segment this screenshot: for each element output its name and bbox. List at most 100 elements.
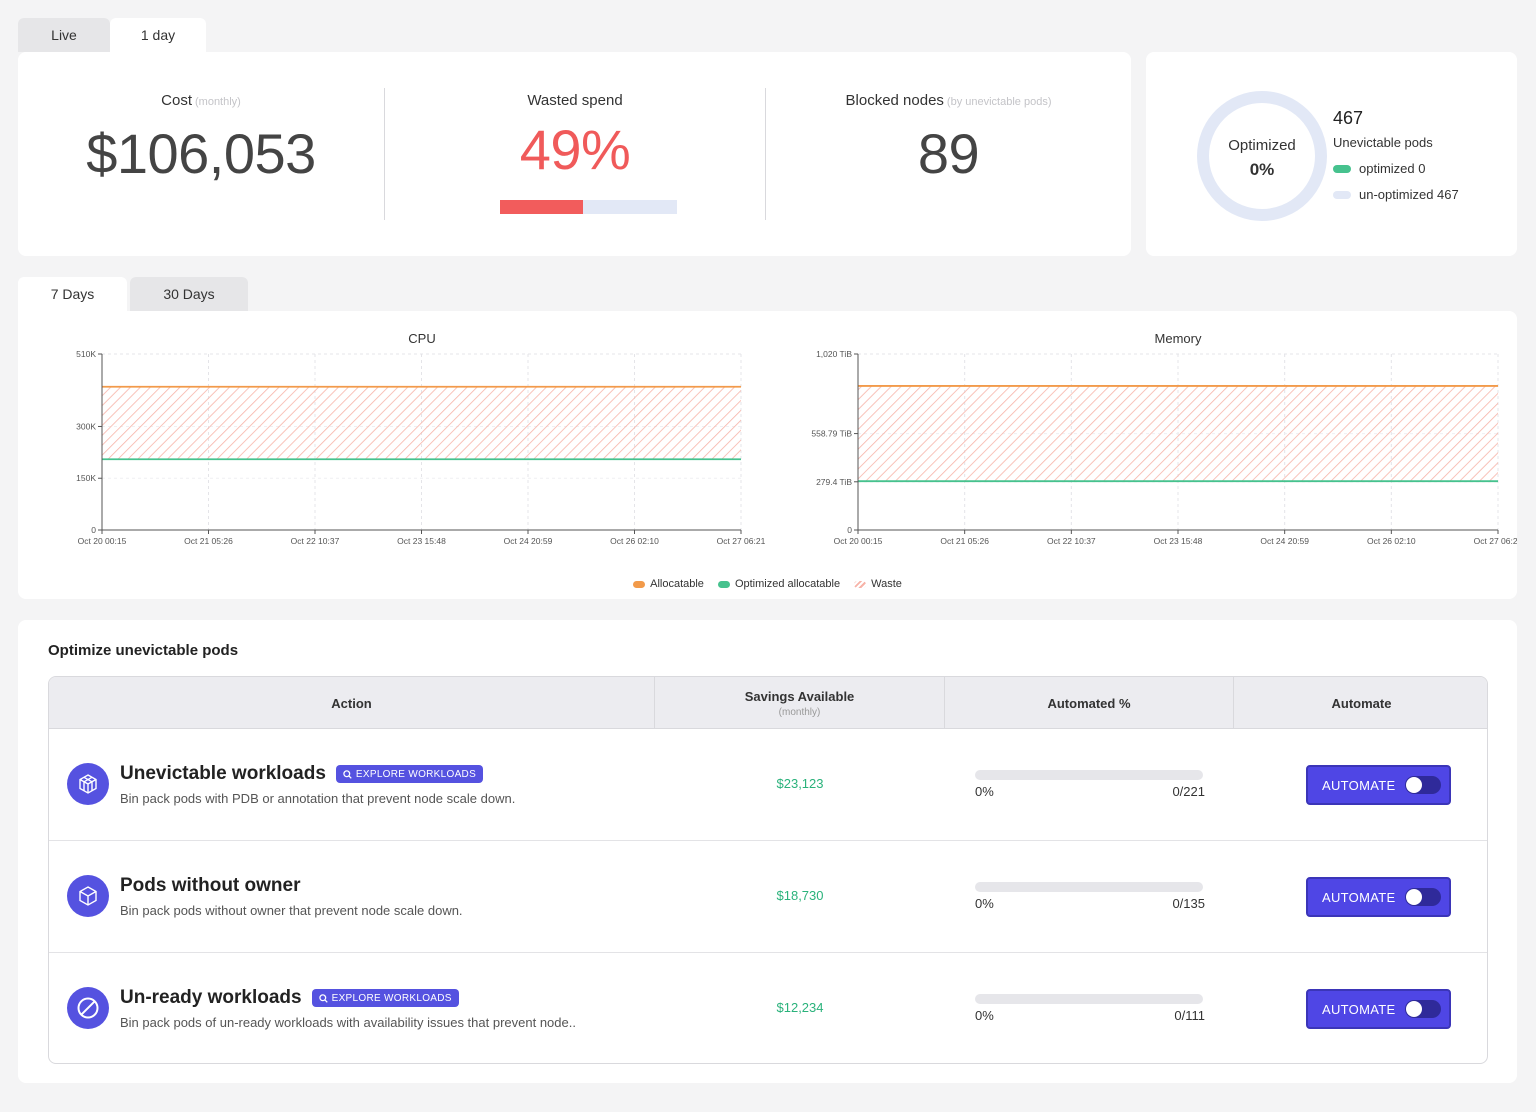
stats-card: Cost (monthly) $106,053 Wasted spend 49% … <box>18 52 1131 256</box>
blocked-nodes-label: Blocked nodes <box>845 92 944 109</box>
search-icon <box>343 769 352 779</box>
savings-value: $23,123 <box>776 776 824 791</box>
x-tick-label: Oct 27 06:21 <box>1474 536 1517 546</box>
row-title-text: Pods without owner <box>120 875 301 896</box>
tab-7-days[interactable]: 7 Days <box>18 277 127 311</box>
x-tick-label: Oct 26 02:10 <box>1367 536 1416 546</box>
wasted-spend-bar-fill <box>500 200 584 214</box>
automate-button[interactable]: AUTOMATE <box>1306 877 1451 917</box>
table-row: Unevictable workloads EXPLORE WORKLOADS … <box>49 729 1487 841</box>
x-tick-label: Oct 24 20:59 <box>1260 536 1309 546</box>
range-tabs: 7 Days 30 Days <box>18 277 248 311</box>
wasted-spend-value: 49% <box>519 118 631 181</box>
automate-button-label: AUTOMATE <box>1322 889 1396 905</box>
automate-button[interactable]: AUTOMATE <box>1306 989 1451 1029</box>
cost-stat: Cost (monthly) $106,053 <box>18 52 384 256</box>
x-tick-label: Oct 20 00:15 <box>78 536 127 546</box>
tab-30-days[interactable]: 30 Days <box>130 277 248 311</box>
x-tick-label: Oct 27 06:21 <box>717 536 766 546</box>
time-mode-tabs: Live 1 day <box>18 18 206 52</box>
tab-live[interactable]: Live <box>18 18 110 52</box>
cpu-chart-title: CPU <box>408 331 436 346</box>
row-title: Unevictable workloads EXPLORE WORKLOADS <box>120 763 484 785</box>
cost-note: (monthly) <box>195 96 241 108</box>
divider <box>765 88 766 220</box>
row-title: Un-ready workloads EXPLORE WORKLOADS <box>120 987 459 1009</box>
blocked-nodes-value: 89 <box>917 122 980 185</box>
automated-progress-bar <box>975 994 1203 1004</box>
legend-swatch-optimized-allocatable <box>717 580 730 588</box>
automate-toggle[interactable] <box>1405 888 1442 906</box>
x-tick-label: Oct 21 05:26 <box>940 536 989 546</box>
explore-workloads-button[interactable]: EXPLORE WORKLOADS <box>335 765 484 783</box>
x-tick-label: Oct 22 10:37 <box>291 536 340 546</box>
search-icon <box>318 993 328 1003</box>
x-tick-label: Oct 23 15:48 <box>397 536 446 546</box>
tab-1-day[interactable]: 1 day <box>110 18 206 52</box>
optimization-card: Optimized 0% 467 Unevictable pods optimi… <box>1146 52 1517 256</box>
column-header-action: Action <box>49 677 655 729</box>
legend-label-allocatable: Allocatable <box>650 578 704 590</box>
savings-value: $12,234 <box>776 1000 824 1015</box>
automate-button-label: AUTOMATE <box>1322 1001 1396 1017</box>
cube-grid-icon <box>67 763 109 805</box>
explore-workloads-label: EXPLORE WORKLOADS <box>331 992 452 1004</box>
explore-workloads-label: EXPLORE WORKLOADS <box>355 768 477 780</box>
column-header-automated-label: Automated % <box>1047 695 1131 711</box>
optimize-card: Optimize unevictable pods Action Savings… <box>18 620 1517 1083</box>
unevictable-pods-count: 467 <box>1333 108 1364 128</box>
row-description: Bin pack pods with PDB or annotation tha… <box>120 791 516 806</box>
legend-item-optimized-allocatable: Optimized allocatable <box>717 578 840 590</box>
optimized-donut: Optimized 0% <box>1196 90 1328 222</box>
table-row: Un-ready workloads EXPLORE WORKLOADS Bin… <box>49 953 1487 1063</box>
section-title: Optimize unevictable pods <box>48 642 239 659</box>
donut-center-label: Optimized 0% <box>1196 136 1328 180</box>
automate-toggle[interactable] <box>1405 776 1442 794</box>
automated-progress-bar <box>975 770 1203 780</box>
row-title: Pods without owner <box>120 875 301 897</box>
row-title-text: Un-ready workloads <box>120 987 302 1008</box>
optimize-table: Action Savings Available (monthly) Automa… <box>48 676 1488 1064</box>
x-tick-label: Oct 24 20:59 <box>504 536 553 546</box>
unevictable-pods-label: Unevictable pods <box>1333 135 1433 150</box>
legend-swatch-unoptimized <box>1333 190 1351 199</box>
legend-item-allocatable: Allocatable <box>633 578 704 590</box>
row-title-text: Unevictable workloads <box>120 763 326 784</box>
donut-percent: 0% <box>1249 160 1275 179</box>
prohibited-icon <box>67 987 109 1029</box>
y-tick-label: 558.79 TiB <box>811 429 852 439</box>
automated-percent: 0% <box>975 896 994 911</box>
cube-icon <box>67 875 109 917</box>
explore-workloads-button[interactable]: EXPLORE WORKLOADS <box>311 989 459 1007</box>
legend-optimized-label: optimized 0 <box>1359 161 1426 176</box>
y-tick-label: 0 <box>91 525 96 535</box>
legend-item-waste: Waste <box>854 578 902 590</box>
cube-grid-icon-glyph <box>79 774 97 794</box>
automated-count: 0/221 <box>1172 784 1205 799</box>
donut-chart <box>1197 91 1327 221</box>
wasted-spend-bar <box>500 200 677 214</box>
divider <box>384 88 385 220</box>
x-tick-label: Oct 22 10:37 <box>1047 536 1096 546</box>
blocked-nodes-note: (by unevictable pods) <box>946 96 1052 108</box>
y-tick-label: 0 <box>847 525 852 535</box>
cost-title: Cost (monthly) <box>18 92 384 109</box>
row-description: Bin pack pods without owner that prevent… <box>120 903 463 918</box>
cost-value: $106,053 <box>86 122 316 185</box>
x-tick-label: Oct 23 15:48 <box>1154 536 1203 546</box>
legend-unoptimized: un-optimized 467 <box>1333 187 1459 202</box>
memory-chart-title: Memory <box>1154 331 1202 346</box>
x-tick-label: Oct 26 02:10 <box>610 536 659 546</box>
column-header-action-label: Action <box>331 695 372 711</box>
y-tick-label: 300K <box>76 421 96 431</box>
automate-button[interactable]: AUTOMATE <box>1306 765 1451 805</box>
column-header-automated: Automated % <box>945 677 1234 729</box>
automate-toggle[interactable] <box>1405 1000 1442 1018</box>
automated-count: 0/135 <box>1172 896 1205 911</box>
y-tick-label: 1,020 TiB <box>816 349 852 359</box>
row-description: Bin pack pods of un-ready workloads with… <box>120 1015 576 1030</box>
automated-percent: 0% <box>975 784 994 799</box>
legend-swatch-allocatable <box>633 580 646 588</box>
table-row: Pods without owner Bin pack pods without… <box>49 841 1487 953</box>
